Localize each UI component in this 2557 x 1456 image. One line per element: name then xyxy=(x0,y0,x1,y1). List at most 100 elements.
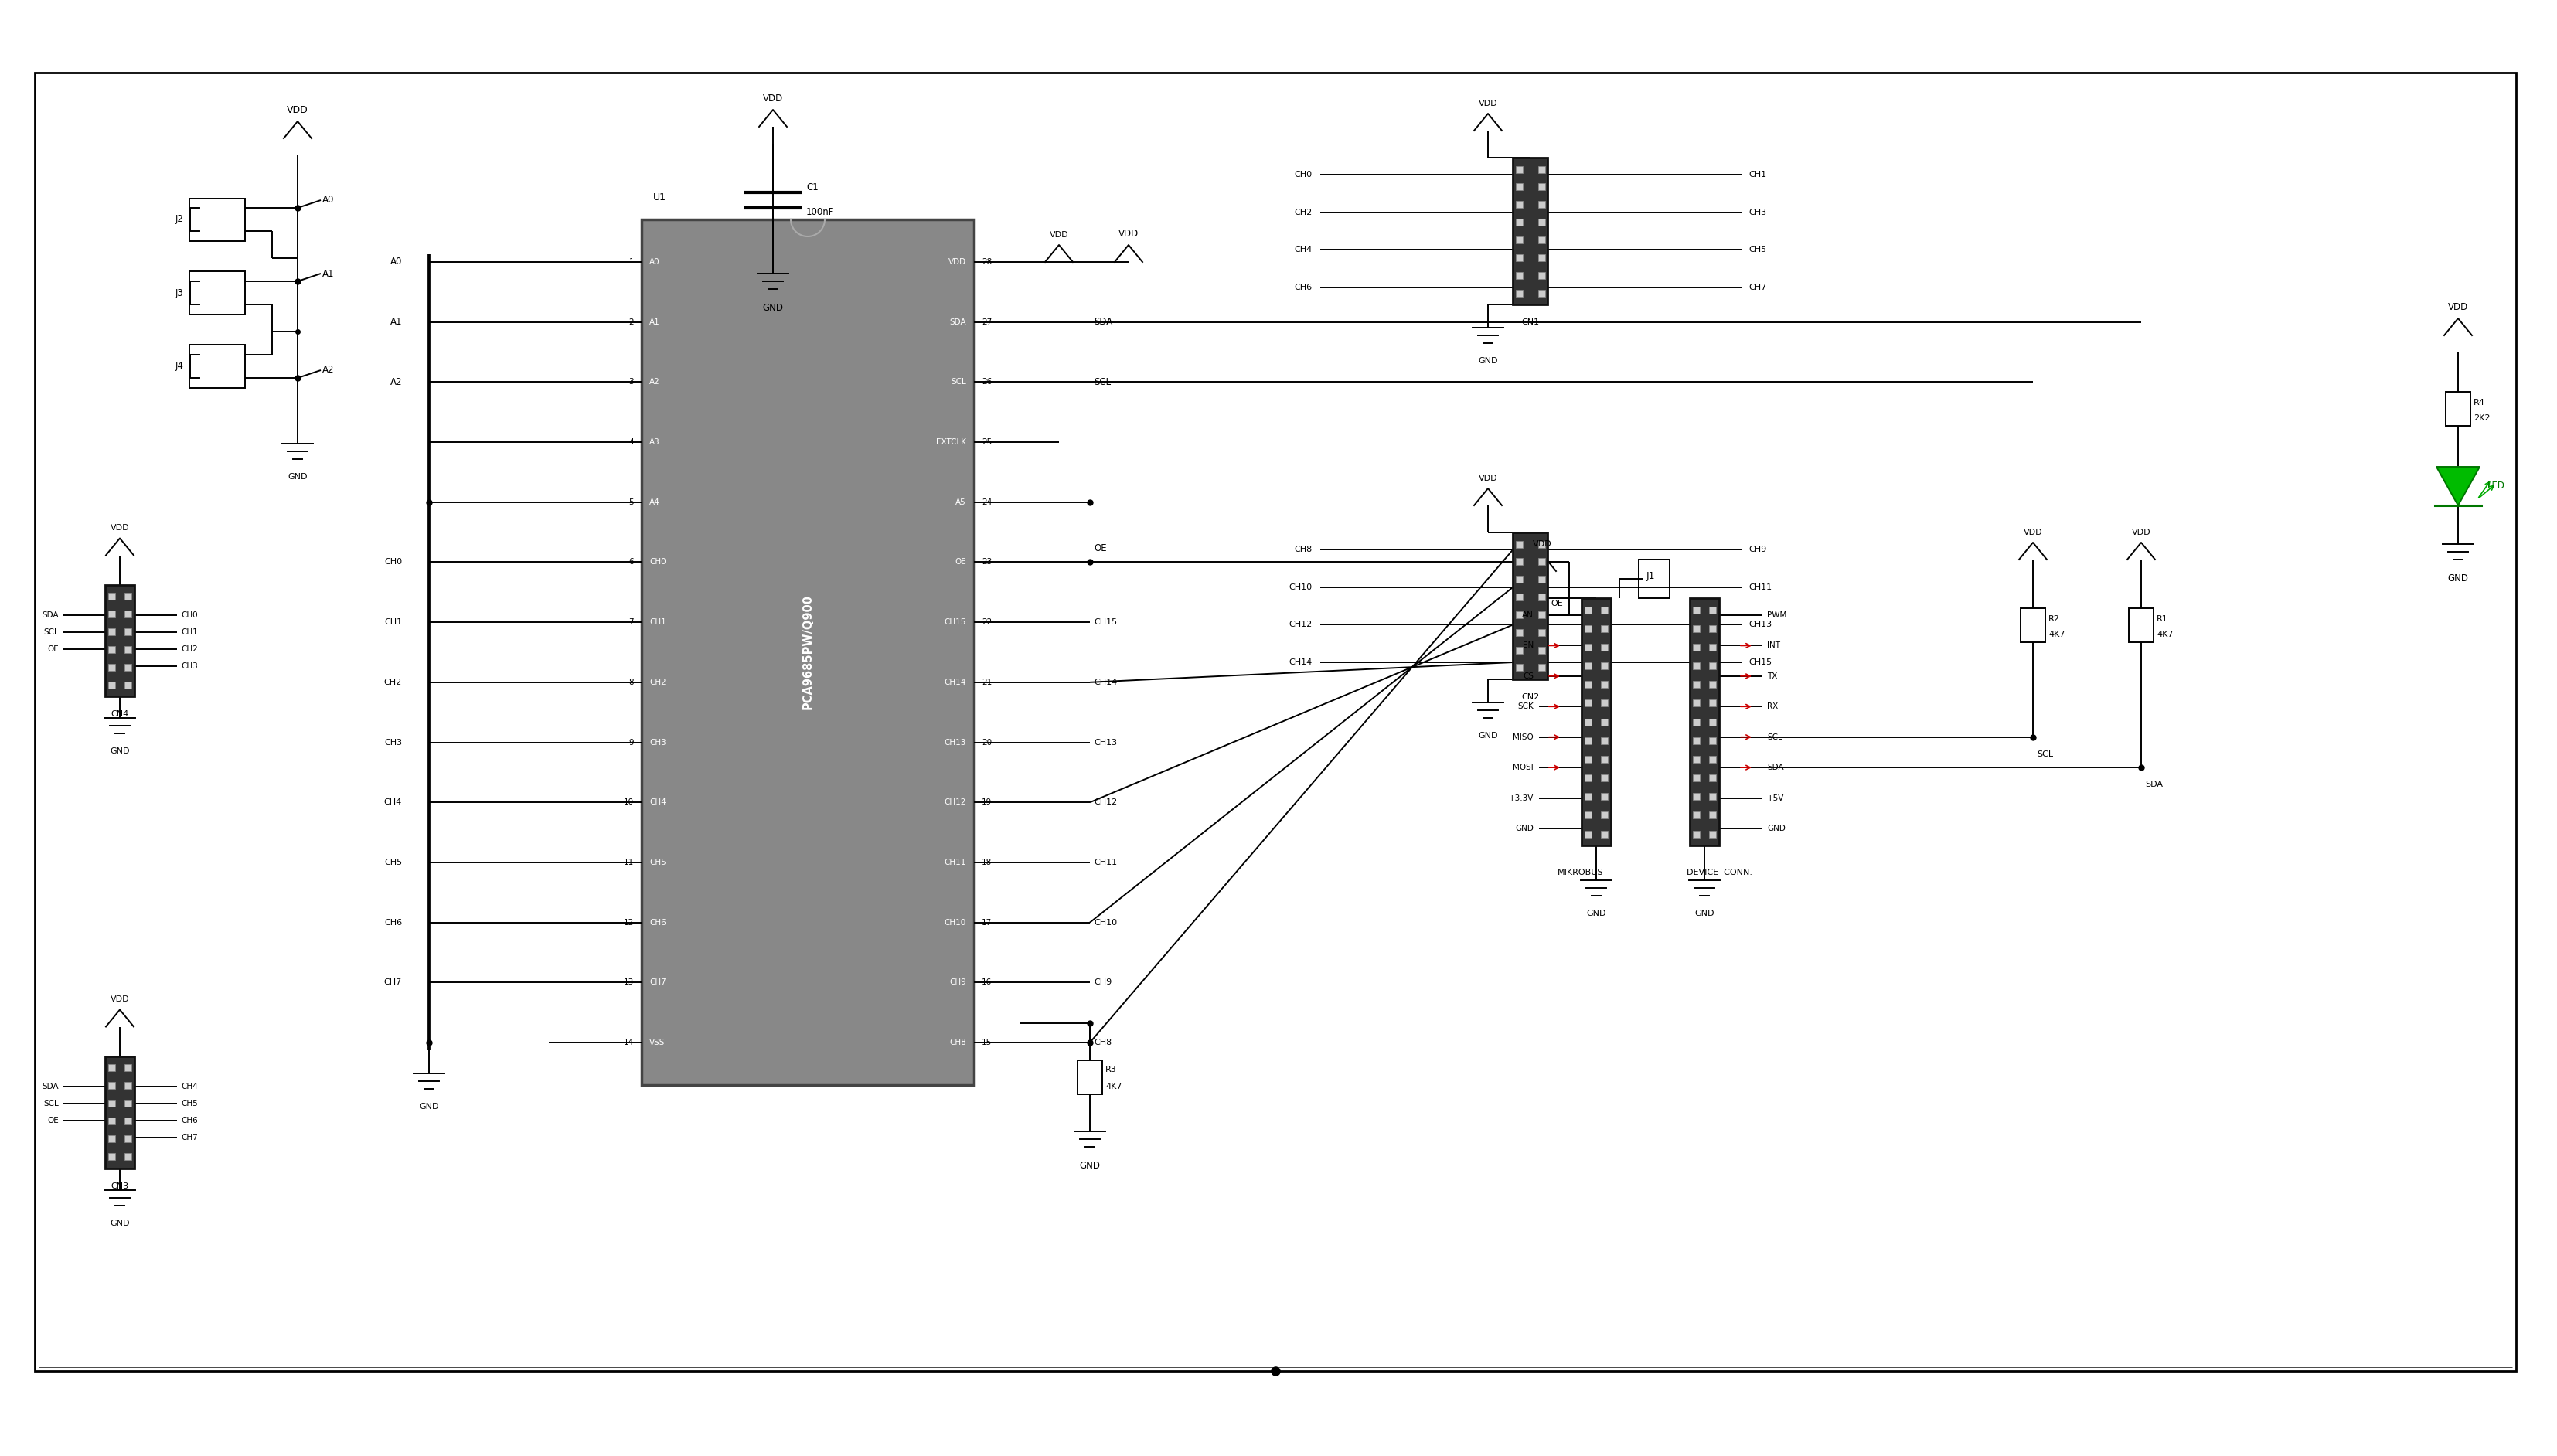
Text: 25: 25 xyxy=(982,438,992,446)
Text: SDA: SDA xyxy=(1767,763,1785,772)
Text: SDA: SDA xyxy=(1094,317,1112,328)
Text: +5V: +5V xyxy=(1767,794,1785,802)
Text: CH10: CH10 xyxy=(1094,919,1117,926)
Bar xyxy=(1537,255,1544,261)
Text: CH10: CH10 xyxy=(1289,584,1312,591)
Text: J2: J2 xyxy=(174,214,184,224)
Bar xyxy=(1601,775,1608,782)
Bar xyxy=(1708,794,1716,799)
Bar xyxy=(1708,662,1716,670)
Bar xyxy=(125,681,130,689)
Polygon shape xyxy=(2437,467,2480,505)
Text: 24: 24 xyxy=(982,498,992,507)
Text: J3: J3 xyxy=(174,288,184,298)
Text: LED: LED xyxy=(2488,480,2506,491)
Bar xyxy=(1585,644,1590,651)
Text: MOSI: MOSI xyxy=(1514,763,1534,772)
Text: J4: J4 xyxy=(174,361,184,371)
Text: GND: GND xyxy=(762,303,782,313)
Bar xyxy=(642,220,974,1085)
Bar xyxy=(1708,700,1716,706)
Bar xyxy=(125,1064,130,1072)
Bar xyxy=(1537,594,1544,600)
Text: 21: 21 xyxy=(982,678,992,686)
Text: SDA: SDA xyxy=(2145,780,2163,788)
Text: CH12: CH12 xyxy=(1289,620,1312,629)
Bar xyxy=(1516,166,1524,173)
Text: 10: 10 xyxy=(624,798,634,807)
Text: 100nF: 100nF xyxy=(805,208,834,217)
Text: 13: 13 xyxy=(624,978,634,986)
Bar xyxy=(1601,700,1608,706)
Text: CH8: CH8 xyxy=(949,1038,967,1047)
Bar xyxy=(1693,737,1700,744)
Text: DEVICE  CONN.: DEVICE CONN. xyxy=(1688,869,1752,877)
Bar xyxy=(105,585,136,697)
Text: CH1: CH1 xyxy=(384,619,401,626)
Bar xyxy=(1537,629,1544,636)
Bar xyxy=(36,73,2516,1372)
Text: CH9: CH9 xyxy=(949,978,967,986)
Bar xyxy=(1516,255,1524,261)
Text: CH11: CH11 xyxy=(944,859,967,866)
Text: CH12: CH12 xyxy=(944,798,967,807)
Text: VDD: VDD xyxy=(1532,540,1552,547)
Text: AN: AN xyxy=(1521,612,1534,619)
Bar xyxy=(125,1082,130,1089)
Text: CH6: CH6 xyxy=(384,919,401,926)
Bar xyxy=(125,1136,130,1143)
Text: 16: 16 xyxy=(982,978,992,986)
Bar xyxy=(125,1153,130,1160)
Bar xyxy=(1537,664,1544,671)
Bar xyxy=(1601,756,1608,763)
Bar xyxy=(1585,830,1590,837)
Bar xyxy=(1693,681,1700,687)
Text: CN1: CN1 xyxy=(1521,319,1539,326)
Bar xyxy=(1537,558,1544,565)
Bar xyxy=(1585,794,1590,799)
Text: A0: A0 xyxy=(322,195,335,205)
Bar xyxy=(1516,183,1524,191)
Bar xyxy=(1693,812,1700,818)
Bar xyxy=(189,198,245,240)
Text: PCA9685PW/Q900: PCA9685PW/Q900 xyxy=(803,594,813,711)
Text: 5: 5 xyxy=(629,498,634,507)
Bar xyxy=(107,664,115,671)
Text: GND: GND xyxy=(419,1102,440,1111)
Text: CH7: CH7 xyxy=(649,978,667,986)
Text: 14: 14 xyxy=(624,1038,634,1047)
Bar xyxy=(189,345,245,387)
Text: CH8: CH8 xyxy=(1094,1038,1112,1047)
Text: 20: 20 xyxy=(982,738,992,745)
Bar xyxy=(1693,718,1700,725)
Bar xyxy=(125,1118,130,1124)
Text: 9: 9 xyxy=(629,738,634,745)
Text: R3: R3 xyxy=(1105,1066,1117,1073)
Text: CH3: CH3 xyxy=(1749,208,1767,215)
Text: VDD: VDD xyxy=(1478,475,1498,482)
Bar xyxy=(107,681,115,689)
Bar xyxy=(1601,662,1608,670)
Text: OE: OE xyxy=(1094,543,1107,553)
Text: CH8: CH8 xyxy=(1294,546,1312,553)
Bar xyxy=(107,1118,115,1124)
Bar xyxy=(1516,577,1524,582)
Bar xyxy=(1537,183,1544,191)
Text: CH5: CH5 xyxy=(182,1099,197,1108)
Text: CN4: CN4 xyxy=(110,711,128,718)
Bar xyxy=(1516,236,1524,243)
Text: CH1: CH1 xyxy=(1749,170,1767,179)
Bar xyxy=(1585,812,1590,818)
Text: CH2: CH2 xyxy=(1294,208,1312,215)
Text: CH15: CH15 xyxy=(1094,619,1117,626)
Text: 11: 11 xyxy=(624,859,634,866)
Text: A0: A0 xyxy=(391,256,401,266)
Text: GND: GND xyxy=(110,1219,130,1227)
Text: CH0: CH0 xyxy=(1294,170,1312,179)
Text: A1: A1 xyxy=(322,268,335,278)
Text: R4: R4 xyxy=(2473,399,2485,406)
Text: CH12: CH12 xyxy=(1094,798,1117,807)
Bar xyxy=(1585,718,1590,725)
Text: CH1: CH1 xyxy=(182,629,197,636)
Text: A2: A2 xyxy=(322,365,335,376)
